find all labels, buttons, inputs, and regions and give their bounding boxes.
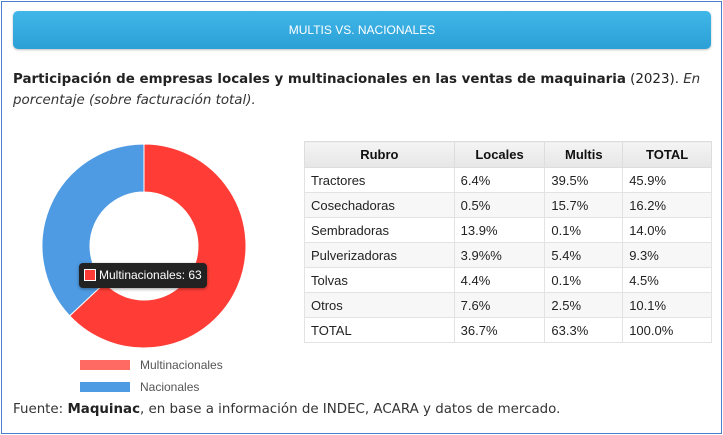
col-header-multis: Multis [544,141,624,168]
title-bold: Participación de empresas locales y mult… [13,72,626,87]
title-italic: En porcentaje (sobre facturación total). [13,72,701,108]
cell-locales: 13.9% [453,217,546,243]
table-row-total: TOTAL 36.7% 63.3% 100.0% [304,317,712,343]
cell-total: 4.5% [622,267,712,293]
legend-label: Nacionales [140,380,200,394]
cell-total: 45.9% [622,167,712,193]
cell-multis: 15.7% [544,192,624,218]
cell-locales: 4.4% [453,267,546,293]
cell-rubro: Tolvas [304,267,455,293]
chart-title: Participación de empresas locales y mult… [13,69,713,111]
source-prefix: Fuente: [13,402,68,417]
source-note: Fuente: Maquinac, en base a información … [13,402,560,417]
data-table: Rubro Locales Multis TOTAL Tractores 6.4… [304,141,712,343]
cell-rubro: Sembradoras [304,217,455,243]
cell-locales: 7.6% [453,292,546,318]
table-row: Sembradoras 13.9% 0.1% 14.0% [304,217,712,243]
header-tab[interactable]: MULTIS VS. NACIONALES [13,11,711,49]
cell-multis: 0.1% [544,267,624,293]
chart-tooltip: Multinacionales: 63 [79,263,207,288]
donut-chart[interactable] [20,130,270,360]
tooltip-swatch [84,269,96,281]
table-row: Cosechadoras 0.5% 15.7% 16.2% [304,192,712,218]
table-row: Pulverizadoras 3.9%% 5.4% 9.3% [304,242,712,268]
cell-multis: 2.5% [544,292,624,318]
cell-rubro: Cosechadoras [304,192,455,218]
cell-rubro: Otros [304,292,455,318]
slice-multinacionales[interactable] [68,143,247,349]
cell-multis: 63.3% [544,317,624,343]
cell-total: 100.0% [622,317,712,343]
cell-locales: 0.5% [453,192,546,218]
col-header-locales: Locales [453,141,546,168]
cell-multis: 0.1% [544,217,624,243]
cell-locales: 3.9%% [453,242,546,268]
cell-total: 16.2% [622,192,712,218]
legend-label: Multinacionales [140,358,223,372]
source-rest: , en base a información de INDEC, ACARA … [140,402,561,417]
tooltip-label: Multinacionales: 63 [99,268,202,282]
legend-swatch-multinacionales [80,360,130,370]
cell-rubro: Pulverizadoras [304,242,455,268]
cell-multis: 39.5% [544,167,624,193]
cell-total: 10.1% [622,292,712,318]
cell-total: 9.3% [622,242,712,268]
title-year: (2023). [625,72,684,87]
cell-multis: 5.4% [544,242,624,268]
cell-locales: 36.7% [453,317,546,343]
slice-nacionales[interactable] [41,143,145,317]
col-header-rubro: Rubro [304,141,455,168]
cell-locales: 6.4% [453,167,546,193]
cell-rubro: TOTAL [304,317,455,343]
source-bold: Maquinac [67,402,141,417]
table-row: Otros 7.6% 2.5% 10.1% [304,292,712,318]
table-row: Tractores 6.4% 39.5% 45.9% [304,167,712,193]
cell-rubro: Tractores [304,167,455,193]
legend-swatch-nacionales [80,382,130,392]
table-row: Tolvas 4.4% 0.1% 4.5% [304,267,712,293]
cell-total: 14.0% [622,217,712,243]
table-header-row: Rubro Locales Multis TOTAL [304,141,712,168]
col-header-total: TOTAL [622,141,712,168]
